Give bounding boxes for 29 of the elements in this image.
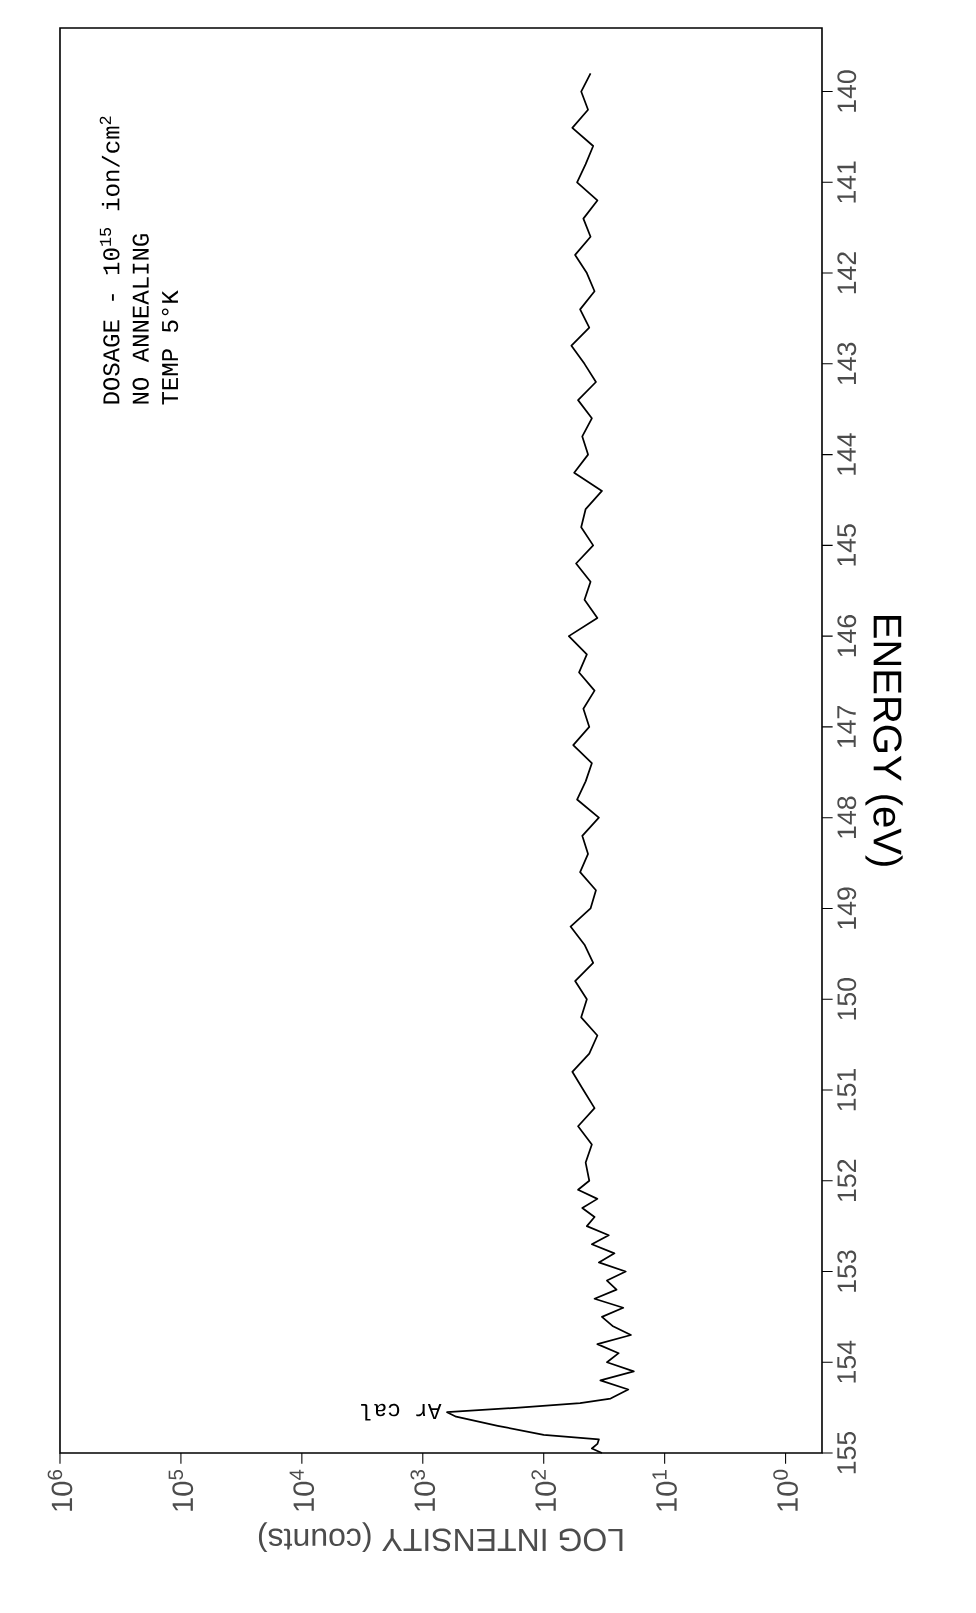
y-axis-title: ENERGY (eV) (865, 615, 903, 866)
annotation: Ar cal (361, 1403, 442, 1421)
y-tick-label: 148 (837, 796, 857, 838)
annotation: TEMP 5°K (161, 290, 179, 405)
x-tick-label: 10$^{4}$ (289, 1469, 315, 1511)
y-tick-label: 150 (837, 978, 857, 1020)
y-tick-label: 144 (837, 433, 856, 475)
y-tick-label: 142 (837, 252, 856, 294)
annotation: DOSAGE - 10$^{15}$ ion/cm$^{2}$ (99, 116, 120, 404)
x-tick-label: 10$^{3}$ (410, 1469, 436, 1511)
x-tick-label: 10$^{6}$ (47, 1469, 73, 1511)
y-tick-label: 154 (837, 1340, 856, 1383)
x-tick-label: 10$^{1}$ (652, 1470, 677, 1511)
y-tick-label: 143 (837, 342, 857, 385)
y-tick-label: 145 (837, 524, 856, 566)
x-axis-title: LOG INTENSITY (counts) (258, 1522, 623, 1553)
y-tick-label: 155 (837, 1431, 856, 1474)
y-tick-label: 147 (837, 706, 856, 748)
y-tick-label: 151 (837, 1069, 856, 1111)
y-tick-label: 140 (837, 70, 857, 112)
y-tick-label: 149 (837, 887, 857, 929)
y-tick-label: 146 (837, 615, 857, 657)
x-tick-label: 10$^{0}$ (773, 1469, 798, 1511)
y-tick-label: 152 (837, 1159, 857, 1201)
x-tick-label: 10$^{2}$ (531, 1470, 557, 1511)
x-tick-label: 10$^{5}$ (168, 1469, 194, 1511)
y-tick-label: 141 (837, 161, 856, 203)
annotation: NO ANNEALING (132, 234, 149, 404)
y-tick-label: 153 (837, 1250, 857, 1292)
